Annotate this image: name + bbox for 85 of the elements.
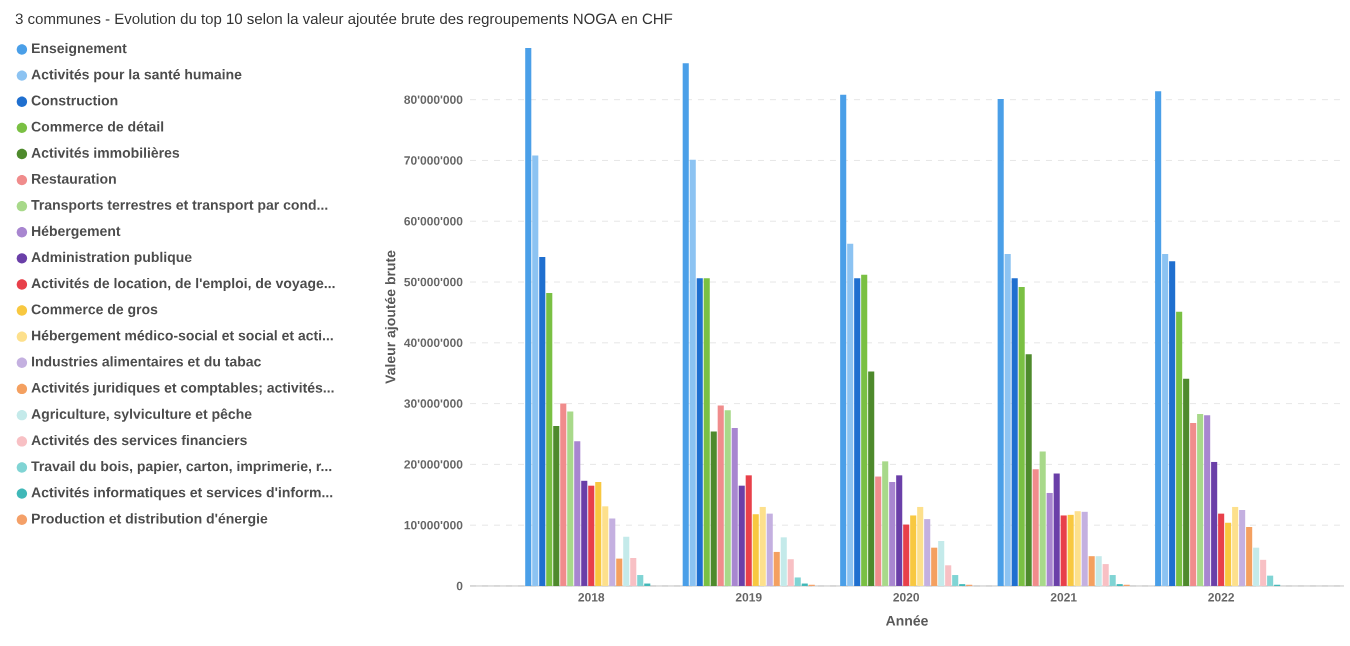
bar [1060,515,1067,586]
bar [595,482,602,586]
bar [787,559,794,586]
bar [1267,575,1274,586]
bar [1183,378,1190,586]
bar [1102,564,1109,586]
bar [1253,547,1260,586]
bar [938,540,945,586]
bar [910,515,917,586]
bar [546,292,553,586]
bar [745,475,752,586]
bar [553,426,560,586]
bar [794,577,801,586]
bar [1246,527,1253,586]
bar [1239,509,1246,586]
bar [1067,514,1074,586]
bar [854,278,861,586]
bar [759,506,766,586]
bar [1204,415,1211,586]
bar [1232,506,1239,586]
bar [1162,254,1169,586]
bar [717,405,724,586]
bar [724,410,731,586]
bar [703,278,710,586]
bar [889,482,896,586]
bar [1053,473,1060,586]
bar [861,274,868,586]
bar [630,558,637,586]
bar [1155,91,1162,586]
bar [738,485,745,586]
bar [560,403,567,586]
bar [917,506,924,586]
bar [1169,261,1176,586]
bar [1046,492,1053,586]
bar [847,243,854,586]
bar [539,257,546,586]
bar [952,575,959,586]
bar [752,514,759,586]
bar [602,506,609,586]
bar [609,518,616,586]
bar [903,524,910,586]
bar [773,551,780,586]
bar [896,475,903,586]
bar [1225,522,1232,586]
bar [1190,423,1197,586]
bar [1197,413,1204,586]
bar [1039,451,1046,586]
bar [532,155,539,586]
bar [1260,559,1267,586]
bar [780,537,787,586]
bar [875,476,882,586]
bar [1211,461,1218,586]
bar [997,99,1004,586]
bar [1095,556,1102,586]
bar [1218,513,1225,586]
bar [766,513,773,586]
bar [1011,278,1018,586]
bar [1176,311,1183,586]
bar [1109,575,1116,586]
bar [945,565,952,586]
bar [1081,511,1088,586]
bar [1032,469,1039,586]
bar [882,461,889,586]
bar [623,536,630,586]
bar [1088,556,1095,586]
bar [588,485,595,586]
bar [637,575,644,586]
bar [710,431,717,586]
bar [689,159,696,586]
bar [525,47,532,586]
bar [696,278,703,586]
bar [682,63,689,586]
bar [567,411,574,586]
bar [1025,354,1032,586]
bar [1004,254,1011,586]
bar [731,427,738,586]
bar [868,371,875,586]
bar [840,94,847,586]
bar [581,480,588,586]
bar [616,558,623,586]
bar [924,519,931,586]
bar [574,441,581,586]
bar [1018,286,1025,586]
bar [931,547,938,586]
bar [1074,511,1081,586]
